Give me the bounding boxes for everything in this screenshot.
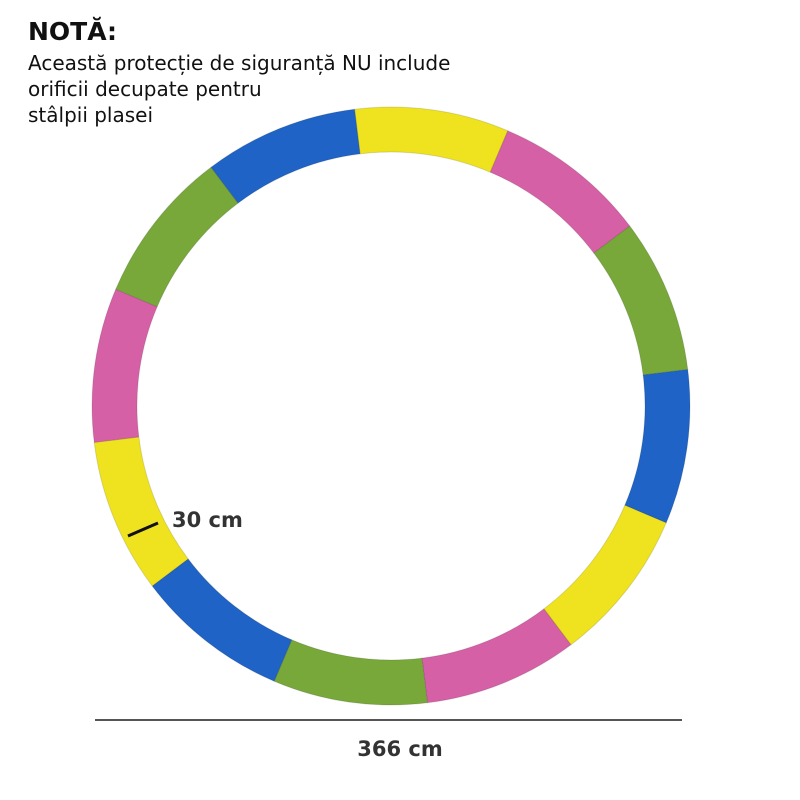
diameter-label: 366 cm [357, 737, 442, 761]
pad-ring [91, 106, 691, 706]
pad-segment [543, 504, 667, 646]
pad-segment [354, 106, 509, 173]
pad-segment [91, 288, 158, 443]
width-label: 30 cm [172, 508, 243, 532]
pad-segment [489, 130, 631, 254]
width-marker [127, 521, 159, 538]
note-line: stâlpii plasei [28, 103, 153, 127]
pad-segment [93, 436, 189, 587]
pad-segment [593, 225, 689, 376]
pad-segment [624, 369, 691, 524]
note-line: orificii decupate pentru [28, 77, 262, 101]
note-line: Această protecție de siguranță NU includ… [28, 51, 450, 75]
pad-segment [421, 608, 572, 704]
pad-segment [115, 166, 239, 308]
pad-segment [151, 558, 293, 682]
pad-segment [210, 108, 361, 204]
note-title: NOTĂ: [28, 16, 117, 46]
pad-segment [273, 639, 428, 706]
